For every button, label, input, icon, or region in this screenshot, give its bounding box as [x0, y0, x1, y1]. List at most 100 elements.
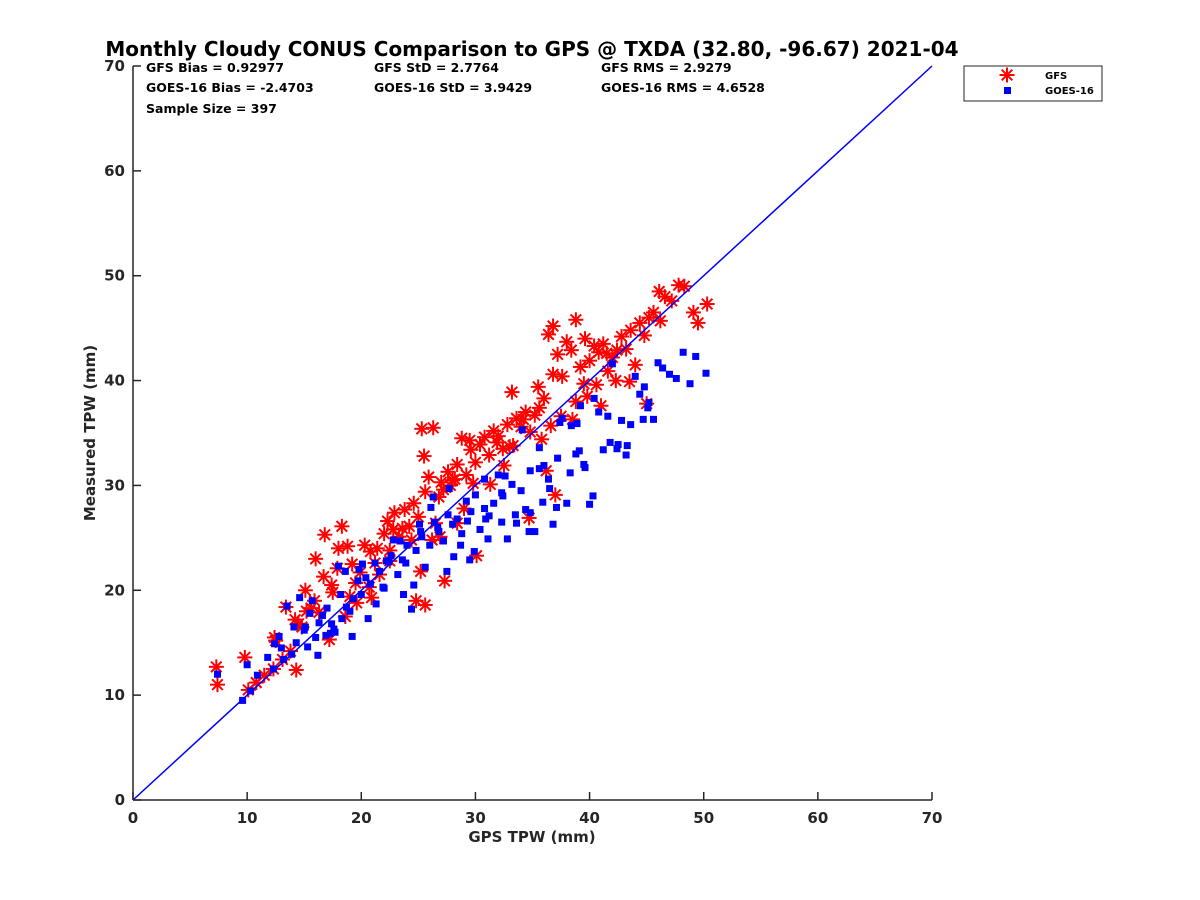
goes-point	[539, 498, 547, 506]
gfs-point	[522, 424, 538, 440]
goes-point	[408, 605, 416, 613]
goes-point	[394, 571, 402, 579]
goes-point	[275, 632, 283, 640]
gfs-point	[563, 342, 579, 358]
goes-point	[526, 467, 534, 475]
goes-point	[599, 446, 607, 454]
goes-point	[636, 390, 644, 398]
goes-point	[322, 631, 330, 639]
x-tick-label: 70	[922, 809, 943, 827]
goes-point	[435, 528, 443, 536]
goes-point	[277, 644, 285, 652]
gfs-point	[209, 677, 225, 693]
goes-point	[418, 533, 426, 541]
goes-point	[371, 559, 379, 567]
goes-point	[604, 412, 612, 420]
goes-point	[481, 504, 489, 512]
legend: GFS GOES-16	[963, 65, 1103, 102]
goes-point	[382, 557, 390, 565]
stat-goes-rms: GOES-16 RMS = 4.6528	[601, 80, 765, 95]
gfs-point	[499, 417, 515, 433]
gfs-point	[477, 429, 493, 445]
goes-point	[338, 615, 346, 623]
gfs-point	[530, 379, 546, 395]
goes-point	[622, 451, 630, 459]
goes-point	[575, 447, 583, 455]
goes-point	[590, 394, 598, 402]
gfs-point	[690, 315, 706, 331]
goes-point	[608, 360, 616, 368]
goes-point	[623, 442, 631, 450]
goes-point	[389, 536, 397, 544]
goes-point	[292, 639, 300, 647]
y-tick-label: 10	[104, 686, 125, 704]
goes-point	[522, 506, 530, 514]
stat-goes-std: GOES-16 StD = 3.9429	[374, 80, 532, 95]
x-tick-label: 10	[237, 809, 258, 827]
goes-point	[318, 611, 326, 619]
goes-point	[247, 687, 255, 695]
goes-point	[490, 499, 498, 507]
y-axis-label: Measured TPW (mm)	[81, 345, 99, 521]
goes-point	[444, 511, 452, 519]
goes-point	[387, 552, 395, 560]
goes-point	[412, 546, 420, 554]
goes-point	[659, 364, 667, 372]
goes-point	[415, 520, 423, 528]
gfs-point	[627, 357, 643, 373]
legend-box	[963, 65, 1103, 102]
goes-point	[348, 632, 356, 640]
goes-point	[403, 541, 411, 549]
gfs-point	[462, 432, 478, 448]
goes-point	[271, 640, 279, 648]
gfs-point	[449, 456, 465, 472]
goes-point	[417, 528, 425, 536]
gfs-point	[515, 411, 531, 427]
goes-point	[362, 574, 370, 582]
gfs-point	[545, 318, 561, 334]
gfs-point	[588, 377, 604, 393]
x-tick-label: 40	[579, 809, 600, 827]
goes-point	[439, 537, 447, 545]
goes-point	[702, 369, 710, 377]
goes-point	[379, 583, 387, 591]
gfs-point	[504, 384, 520, 400]
goes-point	[471, 491, 479, 499]
plot-area	[132, 65, 933, 801]
goes-point	[679, 348, 687, 356]
legend-gfs-asterisk	[999, 67, 1015, 83]
goes-point	[535, 465, 543, 473]
goes-point	[426, 541, 434, 549]
goes-point	[525, 528, 533, 536]
y-tick-label: 20	[104, 581, 125, 599]
gfs-point	[576, 376, 592, 392]
goes-point	[482, 515, 490, 523]
goes-point	[358, 560, 366, 568]
goes-point	[372, 600, 380, 608]
x-tick-label: 30	[465, 809, 486, 827]
gfs-point	[600, 363, 616, 379]
gfs-point	[385, 521, 401, 537]
gfs-point	[536, 390, 552, 406]
goes-point	[606, 438, 614, 446]
goes-point	[595, 408, 603, 416]
goes-point	[518, 426, 526, 434]
y-tick-label: 60	[104, 162, 125, 180]
goes-point	[306, 609, 314, 617]
goes-point	[312, 633, 320, 641]
goes-point	[434, 523, 442, 531]
goes-point	[443, 567, 451, 575]
gfs-point	[664, 293, 680, 309]
goes-point	[314, 651, 322, 659]
gfs-point	[545, 366, 561, 382]
goes-point	[470, 547, 478, 555]
goes-point	[421, 563, 429, 571]
goes-point	[445, 485, 453, 493]
goes-point	[334, 562, 342, 570]
gfs-point	[344, 556, 360, 572]
legend-goes-marker	[1004, 87, 1011, 94]
goes-point	[349, 595, 357, 603]
goes-point	[328, 620, 336, 628]
gfs-point	[599, 345, 615, 361]
goes-point	[692, 352, 700, 360]
